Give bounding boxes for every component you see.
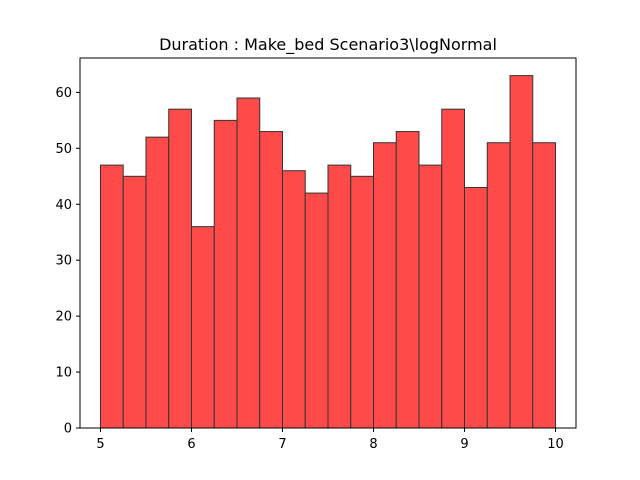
y-tick-label: 40 — [55, 198, 72, 213]
y-axis: 0 10 20 30 40 50 60 — [55, 86, 80, 437]
histogram-bar — [373, 142, 397, 429]
y-tick-label: 10 — [55, 366, 72, 381]
histogram-bar — [236, 97, 261, 429]
histogram-bar — [168, 108, 192, 429]
y-tick-label: 0 — [64, 422, 72, 437]
y-tick-label: 50 — [55, 142, 72, 157]
histogram-bar — [122, 175, 147, 429]
x-tick-label: 5 — [96, 437, 104, 452]
x-tick-label: 10 — [547, 437, 564, 452]
histogram-bar — [464, 186, 488, 429]
x-tick-label: 7 — [278, 437, 286, 452]
histogram-bar — [418, 164, 443, 429]
x-tick-label: 6 — [187, 437, 195, 452]
histogram-bar — [190, 226, 215, 429]
y-tick-label: 60 — [55, 86, 72, 101]
histogram-bar — [281, 170, 306, 429]
histogram-bar — [350, 175, 375, 429]
histogram-bar — [509, 75, 534, 429]
histogram-bar — [441, 108, 466, 429]
histogram-bar — [304, 192, 329, 429]
x-tick-label: 8 — [369, 437, 377, 452]
histogram-bar — [99, 164, 124, 429]
y-tick-label: 30 — [55, 254, 72, 269]
histogram-bar — [213, 119, 238, 429]
histogram-bar — [145, 136, 170, 429]
histogram-bar — [259, 131, 283, 429]
bars-group — [99, 75, 557, 429]
histogram-bar — [395, 131, 420, 429]
x-tick-label: 9 — [460, 437, 468, 452]
plot-frame — [79, 57, 577, 429]
histogram-bar — [486, 142, 511, 429]
chart-title: Duration : Make_bed Scenario3\logNormal — [159, 35, 497, 55]
histogram-bar — [532, 142, 557, 429]
x-axis: 5 6 7 8 9 10 — [96, 428, 564, 452]
y-tick-label: 20 — [55, 310, 72, 325]
histogram-bar — [327, 164, 352, 429]
